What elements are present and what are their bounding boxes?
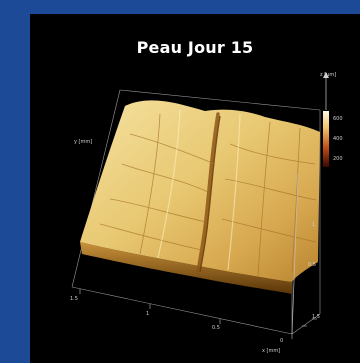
z-axis-label: z [µm]: [320, 72, 337, 78]
y-tick: 1: [312, 222, 316, 228]
colorbar-tick: 400: [333, 136, 343, 142]
colorbar: [323, 111, 329, 167]
surface-front-edge: [80, 242, 292, 294]
x-tick: 0: [280, 338, 284, 344]
y-axis-label: y [mm]: [74, 139, 93, 145]
bounding-box: [71, 89, 321, 335]
skin-surface: [80, 100, 320, 282]
x-tick: 0.5: [212, 325, 220, 331]
x-tick: 1: [146, 311, 150, 317]
surface-plot-3d: [71, 72, 329, 339]
x-tick: 1.5: [70, 296, 78, 302]
skin-texture: [99, 113, 317, 277]
x-axis-label: x [mm]: [262, 348, 281, 354]
y-tick: 1.5: [312, 314, 320, 320]
image-title: Peau Jour 15: [136, 38, 254, 57]
y-tick: 0.5: [308, 262, 316, 268]
colorbar-tick: 200: [333, 156, 343, 162]
y-axis-arrow: [291, 173, 299, 335]
colorbar-tick: 600: [333, 116, 343, 122]
image-panel: Peau Jour 15: [30, 14, 360, 363]
skin-groove: [196, 112, 220, 274]
